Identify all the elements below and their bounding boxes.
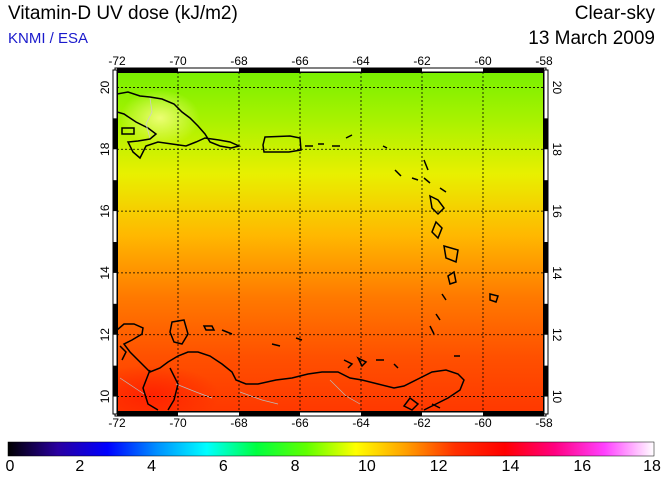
colorbar-tick-label: 18: [643, 458, 661, 475]
lat-bar-segment: [544, 303, 548, 335]
lon-bar-segment: [117, 68, 178, 72]
lat-tick-label-left: 16: [98, 204, 112, 218]
lon-tick-label-bottom: -62: [413, 416, 431, 430]
lon-tick-label-top: -60: [474, 54, 492, 68]
lon-bar-segment: [483, 412, 544, 416]
lat-bar-segment: [544, 118, 548, 150]
puerto-rico-outline: [262, 135, 302, 153]
lat-tick-label-left: 14: [98, 266, 112, 280]
lon-tick-label-bottom: -70: [169, 416, 187, 430]
lat-bar-segment: [113, 180, 117, 212]
colorbar: [7, 441, 655, 457]
lat-bar-segment: [544, 242, 548, 273]
lon-bar-segment: [361, 68, 422, 72]
date-label: 13 March 2009: [528, 28, 655, 49]
island-small-1: [121, 127, 135, 135]
lon-tick-label-bottom: -64: [352, 416, 370, 430]
lake-maracaibo: [142, 367, 179, 411]
lon-bar-segment: [361, 412, 422, 416]
credit-label: KNMI / ESA: [8, 30, 89, 47]
hispaniola-outline: [117, 91, 242, 160]
lon-tick-label-bottom: -68: [230, 416, 248, 430]
lat-bar-segment: [113, 242, 117, 273]
lat-bar-segment: [544, 180, 548, 212]
longitude-labels-top: -72 -70 -68 -66 -64 -62 -60 -58: [108, 54, 553, 68]
lon-tick-label-top: -64: [352, 54, 370, 68]
colorbar-tick-label: 4: [147, 458, 156, 475]
south-america-coast: [117, 323, 465, 411]
lat-tick-label-right: 10: [550, 390, 564, 404]
lon-tick-label-top: -68: [230, 54, 248, 68]
lat-tick-label-right: 20: [550, 81, 564, 95]
lon-tick-label-top: -70: [169, 54, 187, 68]
lon-bar-segment: [239, 412, 300, 416]
sky-condition-label: Clear-sky: [574, 3, 655, 24]
lat-tick-label-right: 18: [550, 143, 564, 157]
lon-tick-label-bottom: -66: [291, 416, 309, 430]
longitude-labels-bottom: -72 -70 -68 -66 -64 -62 -60 -58: [108, 416, 553, 430]
lat-tick-label-left: 10: [98, 390, 112, 404]
lat-tick-label-right: 12: [550, 328, 564, 342]
lon-bar-segment: [239, 68, 300, 72]
lat-tick-label-left: 12: [98, 328, 112, 342]
colorbar-tick-label: 10: [357, 458, 376, 475]
uv-field: [117, 72, 544, 412]
lon-tick-label-top: -58: [535, 54, 553, 68]
colorbar-tick-label: 6: [218, 458, 228, 475]
colorbar-tick-label: 0: [5, 458, 15, 475]
latitude-labels-left: 20 18 16 14 12 10: [98, 80, 112, 403]
map-title: Vitamin-D UV dose (kJ/m2): [8, 3, 238, 24]
lat-tick-label-right: 16: [550, 204, 564, 218]
lon-tick-label-bottom: -60: [474, 416, 492, 430]
lat-tick-label-left: 18: [98, 142, 112, 156]
haiti-border: [145, 97, 153, 139]
lat-tick-label-right: 14: [550, 266, 564, 280]
map-frame: [112, 67, 549, 417]
lon-tick-label-top: -66: [291, 54, 309, 68]
colorbar-tick-label: 12: [429, 458, 448, 475]
lon-tick-label-bottom: -72: [108, 416, 126, 430]
colorbar-tick-label: 2: [75, 458, 85, 475]
colorbar-tick-label: 16: [573, 458, 592, 475]
lat-bar-segment: [113, 118, 117, 150]
lat-tick-label-left: 20: [98, 80, 112, 94]
lon-tick-label-top: -72: [108, 54, 126, 68]
lon-bar-segment: [483, 68, 544, 72]
lat-bar-segment: [113, 303, 117, 335]
graticule: [117, 72, 544, 412]
lat-bar-segment: [113, 365, 117, 397]
lat-bar-segment: [544, 365, 548, 397]
lon-tick-label-top: -62: [413, 54, 431, 68]
coastlines: [117, 91, 499, 411]
lon-bar-segment: [117, 412, 178, 416]
colorbar-tick-label: 8: [290, 458, 300, 475]
latitude-labels-right: 20 18 16 14 12 10: [550, 81, 564, 404]
colorbar-tick-label: 14: [501, 458, 520, 475]
paraguana: [169, 319, 189, 345]
lon-tick-label-bottom: -58: [535, 416, 553, 430]
